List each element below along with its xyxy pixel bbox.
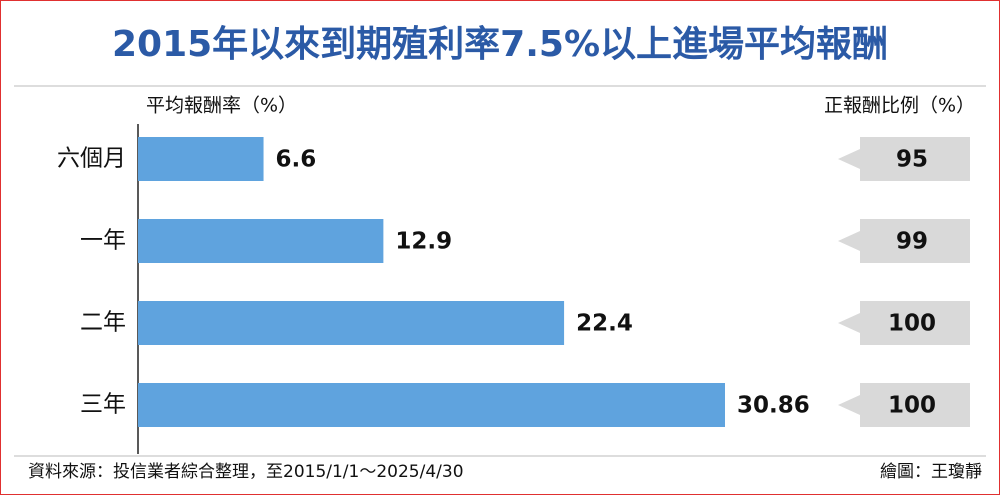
series-label: 平均報酬率（%） — [146, 95, 297, 117]
category-label: 三年 — [80, 392, 126, 418]
chart-title: 2015年以來到期殖利率7.5%以上進場平均報酬 — [112, 24, 888, 65]
category-label: 二年 — [80, 310, 126, 336]
bar — [138, 219, 384, 263]
bar — [138, 301, 565, 345]
ratio-label: 100 — [888, 311, 936, 337]
credit: 繪圖：王瓊靜 — [880, 462, 982, 482]
value-label: 12.9 — [395, 229, 452, 255]
value-label: 6.6 — [276, 147, 317, 173]
category-label: 六個月 — [57, 146, 126, 172]
bar — [138, 137, 264, 181]
ratio-label: 95 — [896, 147, 928, 173]
ratio-label: 99 — [896, 229, 928, 255]
ratio-label: 100 — [888, 393, 936, 419]
ratio-box — [838, 301, 970, 345]
value-label: 30.86 — [737, 393, 810, 419]
ratio-box — [838, 137, 970, 181]
bar — [138, 383, 725, 427]
source: 資料來源：投信業者綜合整理，至2015/1/1～2025/4/30 — [28, 462, 464, 482]
ratio-box — [838, 219, 970, 263]
ratio-box — [838, 383, 970, 427]
series-label: 正報酬比例（%） — [824, 95, 975, 117]
value-label: 22.4 — [576, 311, 633, 337]
category-label: 一年 — [80, 228, 126, 254]
